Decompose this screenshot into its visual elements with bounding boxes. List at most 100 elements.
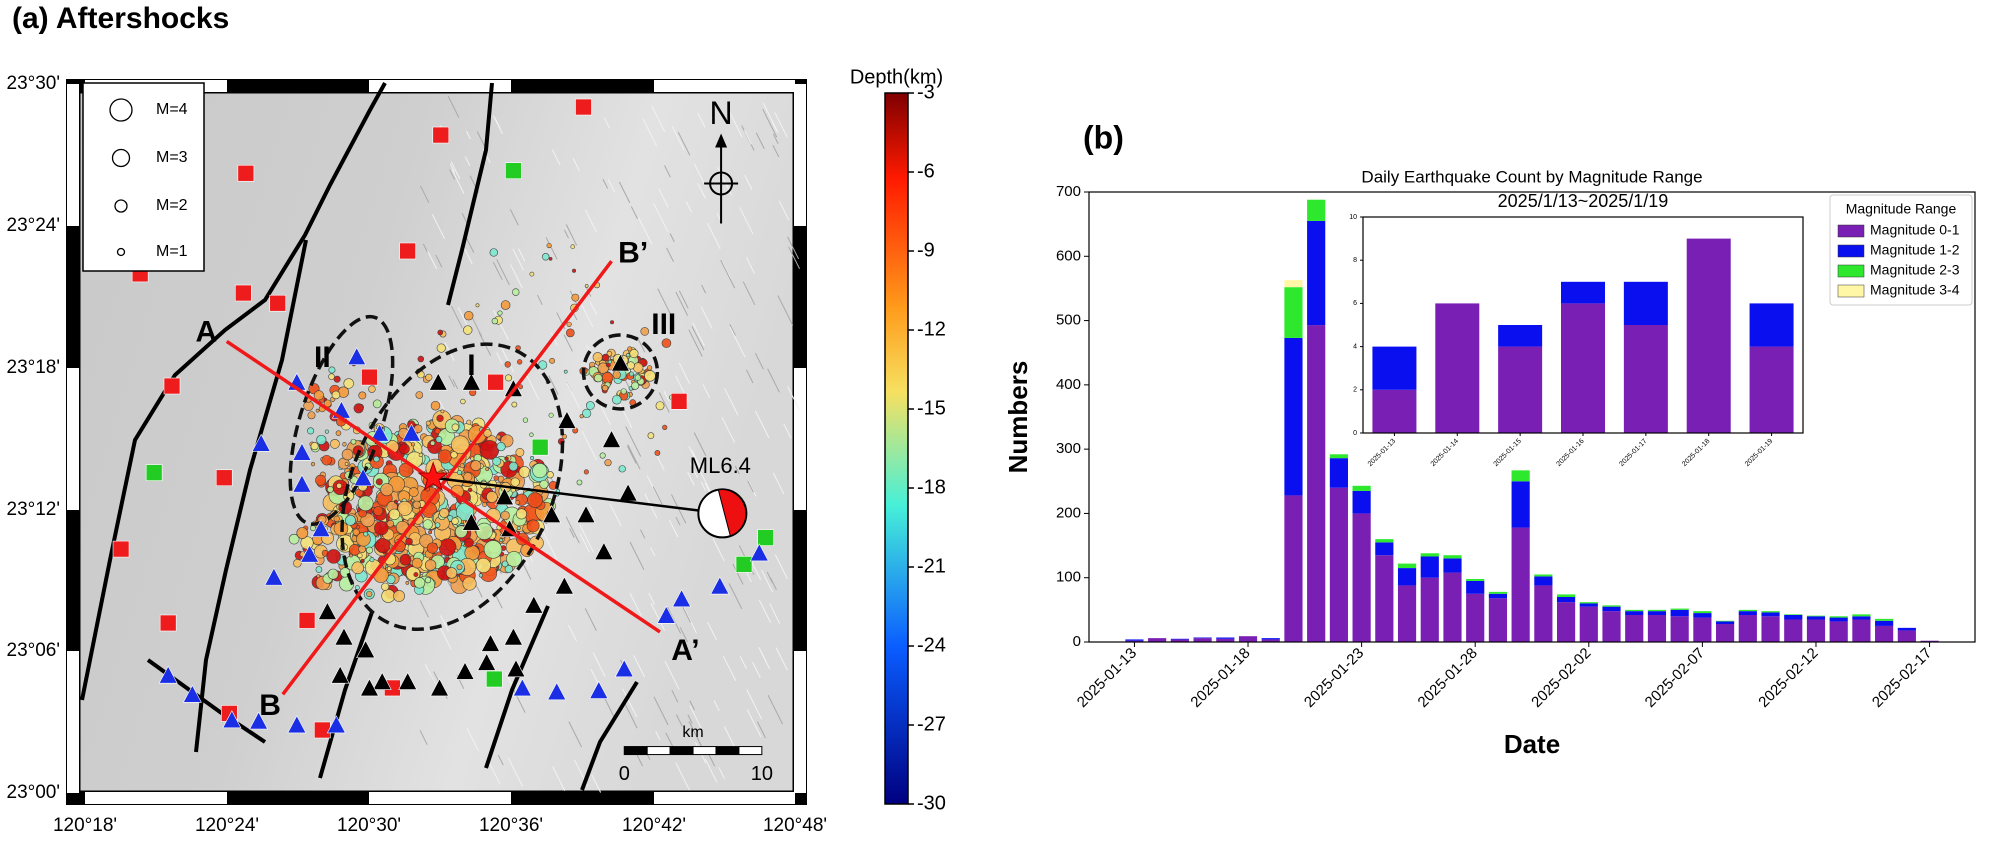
legend-swatch [1837,264,1865,278]
terrain [747,480,754,493]
frame-segment [794,368,806,510]
station-square [486,670,503,688]
terrain [722,655,737,681]
lon-label: 120°36' [479,815,543,836]
event-label: ML6.4 [690,453,751,478]
terrain [681,604,698,634]
bar-segment [1466,593,1485,642]
frame-segment [369,80,511,92]
earthquake [386,519,395,528]
bar-segment [1897,630,1916,642]
terrain [745,369,754,384]
earthquake [582,408,592,418]
y-tick-label: 400 [1056,376,1081,393]
station-square [215,469,233,487]
terrain [507,757,523,787]
station-triangle [512,678,532,697]
earthquake [626,353,631,358]
earthquake [597,362,609,374]
x-tick-label: 2025-02-07 [1642,645,1708,711]
terrain [675,714,683,727]
terrain [775,647,788,671]
earthquake [411,557,423,569]
station-triangle [542,505,562,523]
terrain [668,519,679,538]
terrain [565,224,578,246]
earthquake [328,366,336,374]
terrain [745,257,755,274]
earthquake [459,463,465,469]
earthquake [496,442,506,452]
earthquake [475,522,493,540]
station-triangle [554,576,574,595]
terrain [772,133,779,144]
earthquake [374,520,389,536]
earthquake [515,448,525,457]
terrain [640,529,646,539]
terrain [704,758,718,783]
bar-segment [1761,611,1780,613]
colorbar-tick-label: -12 [917,318,946,340]
earthquake [425,420,431,426]
station-triangle [326,715,346,734]
terrain [664,165,671,178]
bar-segment [1625,615,1644,642]
terrain [758,599,772,623]
earthquake [418,452,424,458]
bar-segment [1261,639,1280,642]
legend-label: Magnitude 2-3 [1870,262,1960,278]
bar-segment [1749,346,1794,433]
earthquake [354,585,360,591]
colorbar-title: Depth(km) [850,66,943,88]
terrain [623,701,638,729]
bar-segment [1420,577,1439,642]
bar-segment [1329,458,1348,488]
bar-segment [1284,280,1303,288]
station-triangle [370,423,390,442]
bar-segment [1397,568,1417,586]
lon-label: 120°18' [53,815,117,836]
terrain [496,259,510,286]
terrain [687,471,695,486]
bar-segment [1761,612,1780,617]
legend-symbol [109,98,133,122]
bar-segment [1647,609,1667,612]
terrain [777,295,794,326]
earthquake [369,557,375,563]
earthquake [296,527,309,539]
earthquake [315,408,320,413]
station-square [159,614,177,632]
terrain [671,126,685,151]
earthquake [601,372,614,384]
profile-line [225,339,661,634]
earthquake [592,352,603,363]
earthquake [324,429,329,434]
terrain [448,375,455,388]
terrain [625,426,642,457]
earthquake [333,375,341,383]
legend-swatch [1837,224,1865,238]
legend-label: M=4 [156,101,188,118]
terrain [650,547,656,557]
terrain [677,131,691,156]
zone-label: III [651,308,676,341]
terrain [700,481,707,491]
earthquake [549,357,556,364]
station-triangle [430,678,450,697]
earthquake [366,590,373,598]
earthquake [412,500,421,509]
station-triangle [356,640,376,659]
earthquake [566,321,572,327]
terrain [650,602,666,631]
earthquake [437,329,444,336]
legend-symbol [111,148,131,168]
terrain [756,721,766,739]
bar-segment [1352,485,1371,491]
frame-segment [654,80,795,92]
bar-segment [1749,303,1794,347]
earthquake [353,403,364,414]
bar-segment [1307,199,1326,221]
earthquake [500,510,510,521]
fault [446,82,494,306]
terrain [451,169,465,194]
